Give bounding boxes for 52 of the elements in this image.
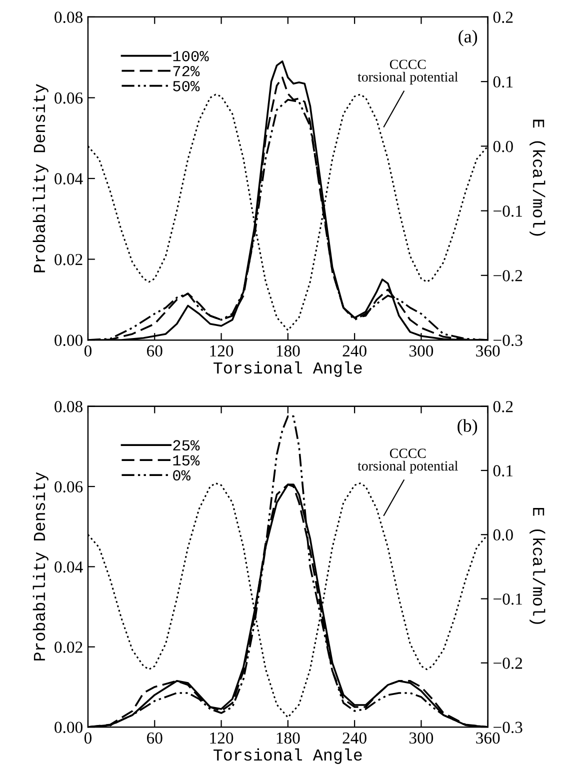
x-tick-label: 240 bbox=[342, 732, 366, 744]
y-tick-label: 0.04 bbox=[54, 173, 83, 185]
y-tick-label: 0.08 bbox=[54, 401, 82, 412]
legend-label: 72% bbox=[173, 66, 200, 76]
y-tick-label: 0.02 bbox=[54, 642, 82, 653]
y2-tick-label: −0.3 bbox=[494, 722, 522, 734]
y2-tick-label: 0.1 bbox=[493, 76, 513, 88]
annotation: CCCC torsional potential bbox=[358, 60, 458, 84]
x-axis-title: Torsional Angle bbox=[214, 361, 362, 377]
y-tick-label: 0.00 bbox=[54, 722, 82, 734]
y2-tick-label: 0.1 bbox=[493, 465, 513, 476]
x-tick-label: 0 bbox=[84, 732, 92, 744]
y-tick-label: 0.04 bbox=[54, 561, 83, 573]
annotation: (b) bbox=[458, 419, 478, 436]
y2-tick-label: −0.1 bbox=[494, 593, 522, 605]
x-tick-label: 240 bbox=[342, 345, 366, 357]
y-tick-label: 0.06 bbox=[54, 92, 83, 104]
x-tick-label: 300 bbox=[410, 345, 434, 357]
y2-tick-label: −0.1 bbox=[494, 205, 522, 217]
y2-tick-label: −0.3 bbox=[494, 334, 522, 346]
x-tick-label: 180 bbox=[276, 732, 300, 744]
y-axis-title: Probability Density bbox=[32, 472, 48, 660]
y2-tick-label: 0.0 bbox=[493, 140, 513, 152]
x-tick-label: 120 bbox=[210, 732, 234, 744]
x-tick-label: 0 bbox=[84, 345, 92, 357]
y2-tick-label: 0.2 bbox=[493, 12, 513, 23]
x-axis-title: Torsional Angle bbox=[214, 748, 362, 764]
legend-label: 15% bbox=[173, 455, 200, 466]
y2-axis-title: E (kcal/mol) bbox=[530, 120, 546, 236]
x-tick-label: 360 bbox=[476, 732, 500, 744]
x-tick-label: 120 bbox=[210, 345, 234, 357]
y-tick-label: 0.00 bbox=[54, 334, 82, 346]
x-tick-label: 180 bbox=[276, 345, 300, 357]
y2-tick-label: 0.2 bbox=[493, 401, 513, 412]
y2-tick-label: −0.2 bbox=[494, 270, 522, 282]
y2-tick-label: 0.0 bbox=[493, 529, 513, 541]
y2-tick-label: −0.2 bbox=[494, 658, 522, 669]
legend-label: 50% bbox=[173, 80, 200, 92]
y-tick-label: 0.08 bbox=[54, 12, 82, 23]
x-tick-label: 60 bbox=[147, 732, 162, 744]
legend-label: 100% bbox=[173, 50, 209, 62]
y-tick-label: 0.06 bbox=[54, 481, 83, 493]
legend-label: 0% bbox=[173, 470, 190, 481]
annotation: CCCC torsional potential bbox=[358, 448, 458, 474]
x-tick-label: 360 bbox=[476, 345, 500, 357]
x-tick-label: 60 bbox=[147, 345, 162, 357]
y-tick-label: 0.02 bbox=[54, 254, 82, 266]
y2-axis-title: E (kcal/mol) bbox=[530, 508, 546, 624]
y-axis-title: Probability Density bbox=[32, 84, 48, 272]
x-tick-label: 300 bbox=[410, 732, 434, 744]
legend-label: 25% bbox=[173, 440, 200, 451]
annotation: (a) bbox=[458, 30, 478, 46]
